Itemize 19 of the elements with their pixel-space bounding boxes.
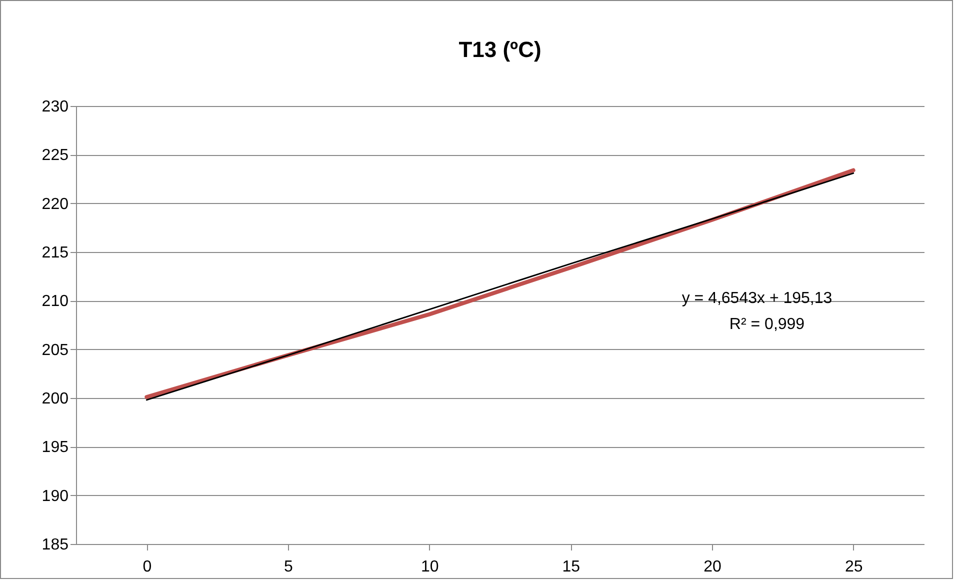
x-tick-label: 0 [142,558,152,576]
x-tick-label: 15 [562,558,580,576]
y-tick-label: 215 [42,244,69,262]
y-tick-label: 190 [42,488,69,505]
y-tick-label: 230 [42,98,69,116]
chart-title: T13 (ºC) [458,37,542,62]
y-tick-label: 185 [42,536,69,554]
annotation: R² = 0,999 [729,316,805,333]
x-tick-label: 25 [844,558,863,576]
y-tick-label: 210 [42,293,69,310]
x-tick-label: 5 [284,558,294,576]
y-tick-label: 200 [42,390,69,408]
annotation: y = 4,6543x + 195,13 [682,290,832,307]
y-tick-label: 195 [42,439,69,456]
x-tick-label: 20 [704,558,722,576]
x-tick-label: 10 [420,558,439,576]
y-tick-label: 220 [42,196,69,213]
y-tick-label: 205 [42,342,69,359]
y-tick-label: 225 [42,147,69,164]
